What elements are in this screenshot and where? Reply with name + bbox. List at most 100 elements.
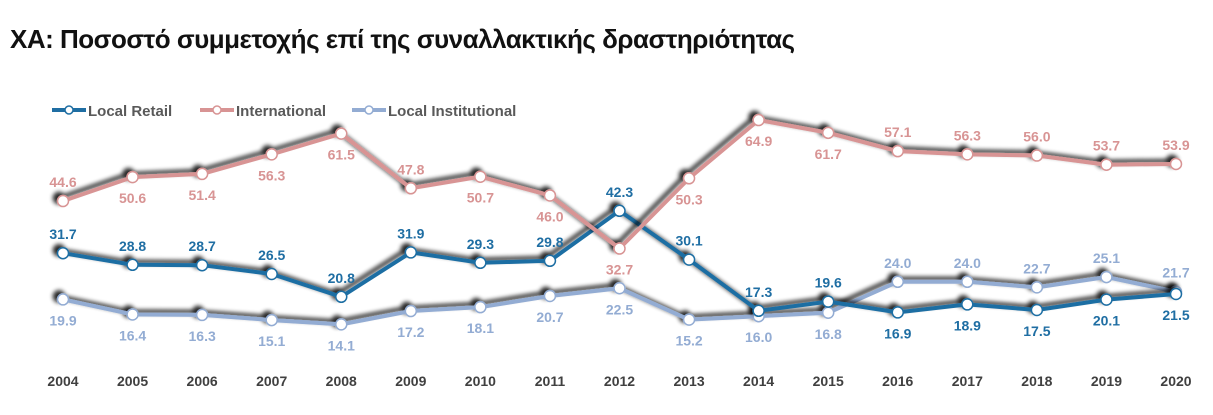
data-label: 17.3: [745, 284, 772, 300]
data-point: [543, 289, 557, 303]
legend: Local Retail International Local Instituti…: [52, 103, 516, 120]
data-point: [265, 313, 278, 327]
x-tick-label: 2019: [1091, 373, 1122, 389]
data-label: 16.0: [745, 329, 772, 345]
data-point: [543, 254, 557, 268]
data-point: [195, 258, 209, 272]
legend-label: Local Retail: [88, 103, 172, 120]
data-point: [404, 182, 418, 195]
legend-label: Local Institutional: [388, 103, 516, 120]
data-label: 28.7: [189, 238, 216, 254]
data-point: [682, 172, 696, 185]
chart-title: ΧΑ: Ποσοστό συμμετοχής επί της συναλλακτ…: [10, 24, 795, 54]
data-label: 47.8: [397, 161, 424, 177]
data-point: [1030, 303, 1044, 317]
data-label: 24.0: [954, 255, 981, 271]
data-label: 61.5: [328, 147, 355, 163]
data-point: [961, 275, 974, 289]
x-tick-label: 2012: [604, 373, 635, 389]
data-label: 61.7: [815, 146, 842, 162]
data-label: 15.1: [258, 333, 285, 349]
series-international: [56, 113, 1183, 255]
data-label: 50.6: [119, 190, 146, 206]
data-point: [961, 148, 974, 161]
data-label: 28.8: [119, 238, 146, 254]
data-label: 16.8: [815, 326, 842, 342]
data-point: [613, 242, 626, 255]
data-label: 56.3: [954, 127, 981, 143]
data-label: 32.7: [606, 262, 633, 278]
data-label: 42.3: [606, 184, 633, 200]
data-point: [195, 308, 209, 322]
legend-item-local-institutional: Local Institutional: [352, 103, 516, 120]
data-point: [404, 304, 418, 318]
x-tick-label: 2020: [1160, 373, 1191, 389]
data-point: [752, 304, 765, 318]
data-point: [474, 300, 487, 314]
data-point: [335, 318, 348, 331]
x-tick-label: 2014: [743, 373, 774, 389]
data-point: [1169, 157, 1183, 171]
data-label: 14.1: [328, 337, 355, 353]
data-point: [126, 308, 139, 321]
data-label: 17.2: [397, 324, 424, 340]
x-tick-label: 2007: [256, 373, 287, 389]
data-label: 50.3: [675, 191, 702, 207]
data-label: 56.3: [258, 167, 285, 183]
data-point: [891, 144, 904, 158]
data-point: [821, 126, 835, 140]
data-label: 17.5: [1023, 323, 1050, 339]
data-label: 20.8: [328, 270, 355, 286]
data-point: [126, 170, 139, 184]
x-axis: 2004 2005 2006 2007 2008 2009 2010 2011 2012 2013…: [47, 373, 1191, 389]
data-label: 57.1: [884, 124, 911, 140]
series-layer: [56, 113, 1183, 331]
data-point: [821, 306, 835, 320]
x-tick-label: 2006: [187, 373, 218, 389]
data-label: 16.4: [119, 327, 146, 343]
x-tick-label: 2013: [673, 373, 704, 389]
data-point: [265, 148, 278, 161]
data-point: [126, 258, 139, 272]
data-point: [56, 293, 70, 306]
data-label: 30.1: [675, 233, 702, 249]
x-tick-label: 2005: [117, 373, 148, 389]
data-point: [613, 282, 626, 295]
data-label: 53.9: [1162, 137, 1189, 153]
legend-item-local-retail: Local Retail: [52, 103, 172, 120]
legend-circle-marker: [64, 105, 74, 115]
data-label: 21.7: [1162, 265, 1189, 281]
data-point: [613, 204, 626, 218]
data-point: [891, 306, 904, 319]
data-point: [682, 313, 696, 326]
data-label: 25.1: [1093, 250, 1120, 266]
data-point: [682, 253, 696, 266]
data-point: [404, 246, 418, 259]
data-label: 31.7: [49, 226, 76, 242]
data-label: 26.5: [258, 247, 285, 263]
data-point: [1169, 287, 1183, 301]
x-tick-label: 2008: [326, 373, 357, 389]
data-point: [474, 256, 487, 270]
data-label: 50.7: [467, 190, 494, 206]
data-label: 64.9: [745, 133, 772, 149]
x-tick-label: 2015: [813, 373, 844, 389]
x-tick-label: 2004: [47, 373, 78, 389]
legend-item-international: International: [200, 103, 326, 120]
data-label: 18.9: [954, 317, 981, 333]
data-label: 53.7: [1093, 138, 1120, 154]
data-point: [56, 194, 70, 208]
data-point: [961, 298, 974, 311]
x-tick-label: 2011: [535, 373, 566, 389]
data-point: [195, 167, 209, 181]
data-labels: 31.7 28.8 28.7 26.5 20.8 31.9 29.3 29.8 42.3 30.1…: [49, 124, 1189, 353]
data-point: [821, 295, 835, 308]
data-label: 19.6: [815, 275, 842, 291]
series-local-retail: [56, 204, 1183, 319]
x-tick-label: 2016: [882, 373, 913, 389]
data-label: 31.9: [397, 225, 424, 241]
data-point: [335, 127, 348, 140]
data-point: [474, 170, 487, 183]
data-point: [1100, 270, 1113, 284]
